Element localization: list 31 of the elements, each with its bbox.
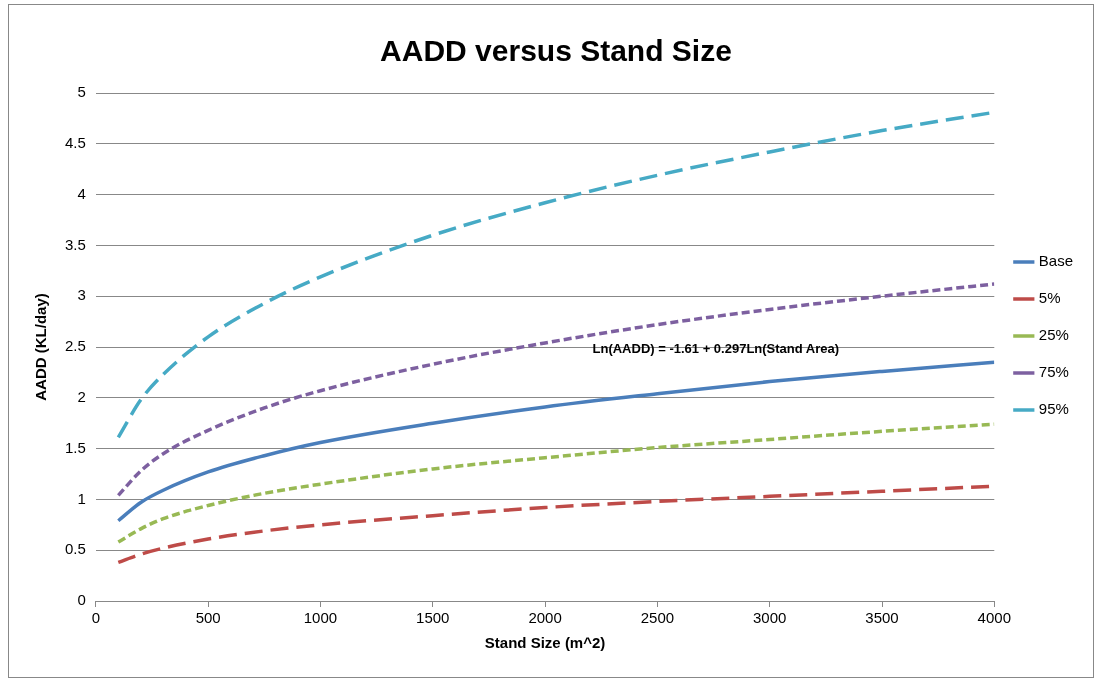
x-tick-label: 500 [195, 609, 221, 627]
y-tick-label: 0.5 [64, 540, 86, 558]
x-tick-label: 0 [91, 609, 101, 627]
x-tick-label: 3000 [753, 609, 787, 627]
x-axis-title: Stand Size (m^2) [484, 634, 606, 652]
y-tick-label: 2.5 [64, 337, 86, 355]
y-tick-label: 4 [77, 184, 86, 202]
y-tick-label: 3.5 [64, 235, 86, 253]
x-tick-label: 2500 [640, 609, 675, 627]
y-axis-title: AADD (KL/day) [32, 293, 50, 401]
legend-label: Base [1038, 252, 1074, 270]
legend-label: 5% [1038, 289, 1061, 307]
x-tick-label: 1500 [416, 609, 450, 627]
y-tick-label: 5 [77, 83, 86, 101]
annotation: Ln(AADD) = -1.61 + 0.297Ln(Stand Area) [592, 341, 840, 357]
x-tick-label: 1000 [303, 609, 338, 627]
y-tick-label: 1 [77, 489, 86, 507]
y-tick-label: 2 [77, 387, 86, 405]
y-tick-label: 1.5 [64, 438, 86, 456]
line-series [116, 360, 995, 523]
legend-label: 75% [1038, 363, 1069, 381]
legend-label: 95% [1038, 400, 1069, 418]
y-tick-label: 4.5 [64, 133, 86, 151]
y-tick-label: 0 [77, 591, 86, 609]
line-series [116, 282, 995, 498]
x-tick-label: 2000 [528, 609, 562, 627]
y-tick-label: 3 [77, 286, 86, 304]
chart-title: AADD versus Stand Size [380, 34, 732, 68]
x-tick-label: 3500 [865, 609, 899, 627]
legend-label: 25% [1038, 326, 1069, 344]
x-tick-label: 4000 [977, 609, 1011, 627]
